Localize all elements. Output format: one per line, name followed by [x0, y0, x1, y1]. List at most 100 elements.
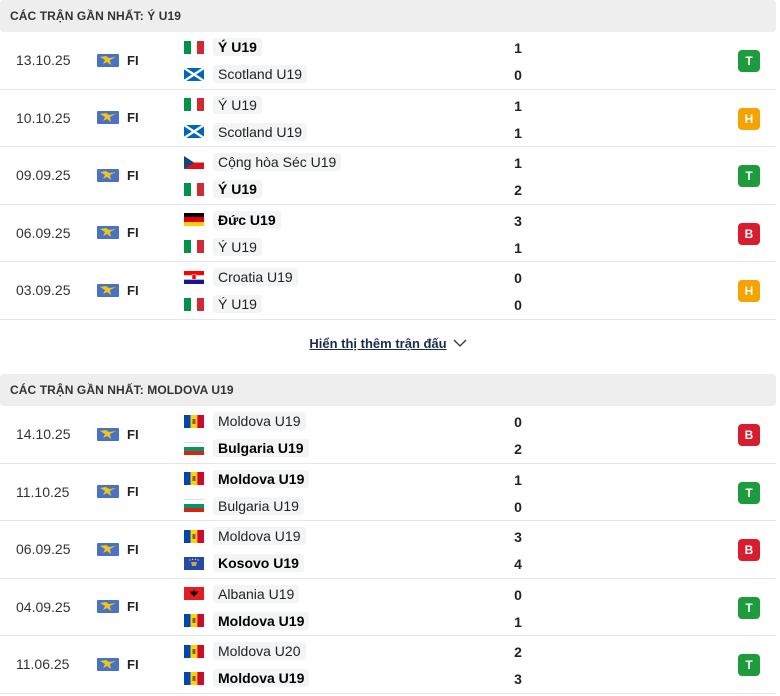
home-team[interactable]: Croatia U19: [184, 266, 298, 288]
home-team-name: Croatia U19: [213, 268, 298, 286]
away-team[interactable]: Ý U19: [184, 236, 262, 258]
away-team[interactable]: Ý U19: [184, 178, 262, 200]
home-score: 1: [514, 155, 522, 171]
away-team-name: Ý U19: [213, 180, 262, 198]
league-logo-icon: [97, 226, 119, 240]
home-team[interactable]: Albania U19: [184, 583, 300, 605]
league-code: FI: [127, 656, 139, 672]
bulgaria-flag-icon: [184, 441, 204, 455]
home-score: 0: [514, 586, 522, 603]
match-date: 11.06.25: [16, 656, 70, 673]
match-date: 04.09.25: [16, 598, 71, 615]
away-team[interactable]: Scotland U19: [184, 63, 308, 85]
moldova-flag-icon: [184, 614, 204, 627]
moldova-flag-icon: [184, 529, 204, 543]
show-more-matches-link[interactable]: Hiển thị thêm trận đấu: [0, 333, 776, 353]
match-date: 14.10.25: [16, 426, 71, 443]
moldova-flag-icon: [184, 644, 204, 658]
league-logo-icon: [97, 542, 119, 556]
italy-flag-icon: [184, 40, 204, 54]
home-team-name: Moldova U19: [213, 469, 310, 488]
home-score: 0: [514, 414, 522, 430]
home-team[interactable]: Moldova U19: [184, 468, 310, 490]
league-logo-icon: [97, 53, 119, 67]
away-score: 4: [514, 556, 522, 572]
match-row[interactable]: 14.10.25 FI Moldova U19 Bulgaria U19 0 2…: [0, 406, 776, 464]
match-row[interactable]: 11.10.25 FI Moldova U19 Bulgaria U19 1 0…: [0, 464, 776, 521]
result-badge: B: [738, 539, 760, 561]
section-header-moldova: CÁC TRẬN GẦN NHẤT: MOLDOVA U19: [0, 374, 776, 406]
away-team[interactable]: Scotland U19: [184, 121, 308, 143]
moldova-flag-icon: [184, 671, 204, 685]
match-row[interactable]: 11.06.25 FI Moldova U20 Moldova U19 2 3 …: [0, 636, 776, 694]
away-team[interactable]: Bulgaria U19: [184, 437, 309, 459]
home-team[interactable]: Moldova U19: [184, 410, 306, 432]
scotland-flag-icon: [184, 125, 204, 138]
result-badge: T: [738, 654, 760, 676]
league: FI: [97, 636, 139, 693]
league-logo-icon: [97, 427, 119, 441]
match-row[interactable]: 13.10.25 FI Ý U19 Scotland U19 1 0 T: [0, 32, 776, 90]
moldova-flag-icon: [184, 472, 204, 485]
match-row[interactable]: 10.10.25 FI Ý U19 Scotland U19 1 1 H: [0, 90, 776, 147]
match-row[interactable]: 04.09.25 FI Albania U19 Moldova U19 0 1 …: [0, 579, 776, 636]
away-score: 1: [514, 613, 522, 630]
away-team-name: Scotland U19: [213, 65, 308, 83]
home-team[interactable]: Đức U19: [184, 209, 281, 231]
away-team[interactable]: Moldova U19: [184, 610, 310, 632]
league: FI: [97, 521, 139, 578]
league-logo-icon: [97, 168, 119, 182]
league-logo-icon: [97, 600, 119, 614]
league-code: FI: [127, 426, 139, 442]
league-logo-icon: [97, 657, 119, 671]
league-code: FI: [127, 52, 139, 68]
match-date: 06.09.25: [16, 541, 71, 558]
away-team[interactable]: Bulgaria U19: [184, 495, 304, 517]
match-row[interactable]: 03.09.25 FI Croatia U19 Ý U19 0 0 H: [0, 262, 776, 320]
league: FI: [97, 406, 139, 463]
section-header-italy: CÁC TRẬN GẦN NHẤT: Ý U19: [0, 0, 776, 32]
away-team[interactable]: Kosovo U19: [184, 552, 304, 574]
home-team-name: Ý U19: [213, 38, 262, 56]
kosovo-flag-icon: [184, 556, 204, 570]
away-score: 3: [514, 671, 522, 687]
bulgaria-flag-icon: [184, 499, 204, 512]
result-badge: T: [738, 596, 760, 619]
match-date: 06.09.25: [16, 224, 71, 241]
match-row[interactable]: 09.09.25 FI Cộng hòa Séc U19 Ý U19 1 2 T: [0, 147, 776, 205]
home-team-name: Albania U19: [213, 584, 300, 603]
away-score: 1: [514, 239, 522, 256]
home-team[interactable]: Cộng hòa Séc U19: [184, 151, 342, 173]
away-team[interactable]: Ý U19: [184, 293, 262, 315]
home-score: 3: [514, 212, 522, 229]
league: FI: [97, 32, 139, 89]
home-team[interactable]: Moldova U20: [184, 640, 306, 662]
match-date: 13.10.25: [16, 52, 71, 69]
home-team-name: Moldova U20: [213, 642, 306, 660]
league: FI: [97, 262, 139, 319]
home-team-name: Moldova U19: [213, 527, 306, 545]
show-more-label: Hiển thị thêm trận đấu: [309, 335, 447, 351]
away-score: 0: [514, 498, 522, 515]
match-date: 10.10.25: [16, 109, 71, 126]
match-date: 11.10.25: [16, 483, 70, 500]
match-row[interactable]: 06.09.25 FI Đức U19 Ý U19 3 1 B: [0, 205, 776, 262]
away-team-name: Bulgaria U19: [213, 439, 309, 457]
match-row[interactable]: 06.09.25 FI Moldova U19 Kosovo U19 3 4 B: [0, 521, 776, 579]
home-team[interactable]: Ý U19: [184, 94, 262, 116]
away-team-name: Scotland U19: [213, 122, 308, 141]
moldova-flag-icon: [184, 414, 204, 428]
italy-flag-icon: [184, 182, 204, 196]
league-code: FI: [127, 167, 139, 183]
result-badge: B: [738, 424, 760, 446]
home-team[interactable]: Moldova U19: [184, 525, 306, 547]
away-team[interactable]: Moldova U19: [184, 667, 310, 689]
league-code: FI: [127, 599, 139, 615]
league: FI: [97, 147, 139, 204]
home-team[interactable]: Ý U19: [184, 36, 262, 58]
league-code: FI: [127, 110, 139, 126]
league: FI: [97, 90, 139, 147]
league: FI: [97, 205, 139, 262]
away-team-name: Ý U19: [213, 237, 262, 256]
league: FI: [97, 579, 139, 636]
